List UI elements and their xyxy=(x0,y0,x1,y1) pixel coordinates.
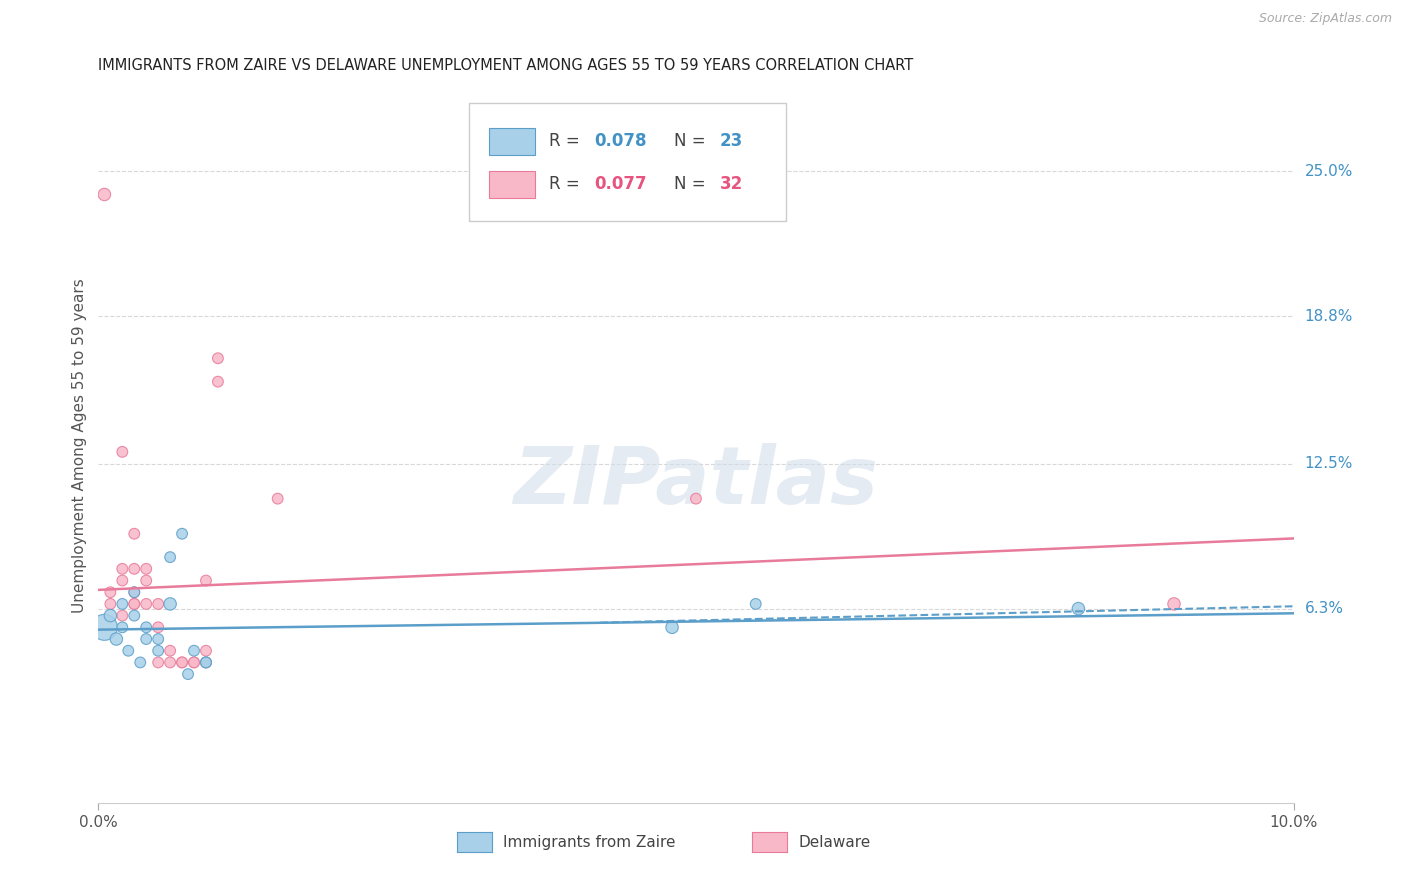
Point xyxy=(93,620,115,634)
Point xyxy=(111,620,134,634)
Point xyxy=(207,375,229,389)
Point xyxy=(124,526,146,541)
Point xyxy=(98,608,122,623)
Point xyxy=(111,597,134,611)
Point xyxy=(148,644,170,658)
Point xyxy=(159,597,181,611)
Point xyxy=(745,597,768,611)
Point xyxy=(177,667,200,681)
Text: R =: R = xyxy=(548,175,585,193)
Point xyxy=(124,597,146,611)
Point xyxy=(172,526,194,541)
Text: N =: N = xyxy=(675,175,711,193)
Point xyxy=(172,656,194,670)
Point xyxy=(194,644,218,658)
Y-axis label: Unemployment Among Ages 55 to 59 years: Unemployment Among Ages 55 to 59 years xyxy=(72,278,87,614)
FancyBboxPatch shape xyxy=(489,170,534,198)
Point xyxy=(148,632,170,646)
Text: 32: 32 xyxy=(720,175,744,193)
Point xyxy=(1067,601,1090,615)
Point xyxy=(1163,597,1185,611)
Point xyxy=(111,562,134,576)
Point xyxy=(267,491,290,506)
Point xyxy=(661,620,683,634)
Point xyxy=(183,656,205,670)
Point xyxy=(98,585,122,599)
Point xyxy=(111,574,134,588)
Text: 23: 23 xyxy=(720,132,744,150)
Point xyxy=(135,562,157,576)
Point xyxy=(148,620,170,634)
Point xyxy=(124,562,146,576)
Point xyxy=(685,491,707,506)
Point xyxy=(159,656,181,670)
Text: 18.8%: 18.8% xyxy=(1305,309,1353,324)
Text: 12.5%: 12.5% xyxy=(1305,456,1353,471)
Point xyxy=(183,644,205,658)
Point xyxy=(194,656,218,670)
Point xyxy=(159,644,181,658)
Point xyxy=(129,656,152,670)
Text: Immigrants from Zaire: Immigrants from Zaire xyxy=(503,835,676,849)
Point xyxy=(135,574,157,588)
Point xyxy=(148,656,170,670)
Text: R =: R = xyxy=(548,132,585,150)
Point xyxy=(124,597,146,611)
Text: 25.0%: 25.0% xyxy=(1305,163,1353,178)
Point xyxy=(111,445,134,459)
Point xyxy=(98,597,122,611)
Point xyxy=(124,585,146,599)
Text: 0.078: 0.078 xyxy=(595,132,647,150)
Point xyxy=(135,597,157,611)
FancyBboxPatch shape xyxy=(470,103,786,221)
Text: 0.077: 0.077 xyxy=(595,175,647,193)
Point xyxy=(117,644,139,658)
Point xyxy=(148,597,170,611)
Point xyxy=(194,574,218,588)
Point xyxy=(135,620,157,634)
Point xyxy=(135,632,157,646)
Point xyxy=(183,656,205,670)
FancyBboxPatch shape xyxy=(489,128,534,155)
Point xyxy=(105,632,128,646)
Text: 6.3%: 6.3% xyxy=(1305,601,1344,616)
Point xyxy=(124,585,146,599)
Text: Source: ZipAtlas.com: Source: ZipAtlas.com xyxy=(1258,12,1392,25)
Point xyxy=(194,656,218,670)
Text: N =: N = xyxy=(675,132,711,150)
Point xyxy=(93,187,115,202)
Text: IMMIGRANTS FROM ZAIRE VS DELAWARE UNEMPLOYMENT AMONG AGES 55 TO 59 YEARS CORRELA: IMMIGRANTS FROM ZAIRE VS DELAWARE UNEMPL… xyxy=(98,58,914,73)
Text: ZIPatlas: ZIPatlas xyxy=(513,442,879,521)
Text: Delaware: Delaware xyxy=(799,835,870,849)
Point xyxy=(207,351,229,366)
Point xyxy=(159,550,181,565)
Point xyxy=(194,656,218,670)
Point xyxy=(124,608,146,623)
Point xyxy=(111,608,134,623)
Point xyxy=(172,656,194,670)
